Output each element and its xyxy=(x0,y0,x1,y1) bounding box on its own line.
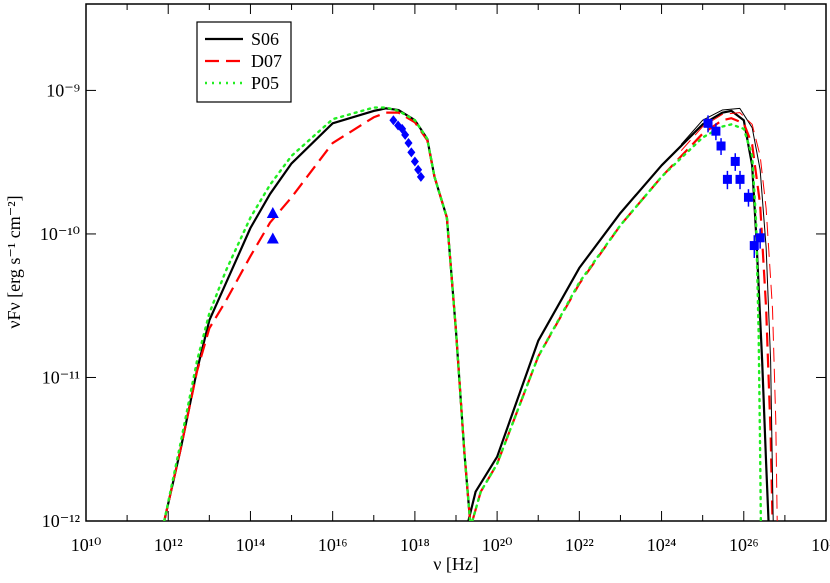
x-tick-label: 10¹² xyxy=(154,535,183,555)
x-tick-label: 10¹⁶ xyxy=(318,535,348,555)
data-point xyxy=(711,126,721,136)
data-point xyxy=(414,164,423,175)
x-tick-label: 10²² xyxy=(565,535,594,555)
y-tick-label: 10⁻¹⁰ xyxy=(40,224,80,244)
x-tick-label: 10¹⁴ xyxy=(236,535,266,555)
y-axis-label: νFν [erg s⁻¹ cm⁻²] xyxy=(4,195,24,328)
y-tick-label: 10⁻¹¹ xyxy=(42,367,80,387)
data-point xyxy=(749,241,759,251)
data-point xyxy=(722,174,732,184)
data-point xyxy=(703,118,713,128)
legend-label: D07 xyxy=(251,51,282,71)
x-tick-label: 10²⁸ xyxy=(811,535,830,555)
data-point xyxy=(407,147,416,158)
legend-label: P05 xyxy=(251,73,279,93)
data-point xyxy=(404,138,413,149)
y-tick-label: 10⁻⁹ xyxy=(46,80,80,100)
data-point xyxy=(410,156,419,167)
series-line xyxy=(680,107,774,521)
data-point xyxy=(735,174,745,184)
data-point xyxy=(743,192,753,202)
data-point xyxy=(416,171,425,182)
data-point xyxy=(389,115,398,126)
x-axis-label: ν [Hz] xyxy=(433,554,479,574)
data-point xyxy=(401,129,410,140)
y-tick-label: 10⁻¹² xyxy=(42,511,80,531)
x-tick-label: 10²⁶ xyxy=(729,535,759,555)
data-point xyxy=(266,232,279,244)
legend-label: S06 xyxy=(251,29,279,49)
data-point xyxy=(755,233,765,243)
x-tick-label: 10¹⁰ xyxy=(71,535,102,555)
data-point xyxy=(716,141,726,151)
plot-lines xyxy=(163,106,778,521)
data-point xyxy=(730,156,740,166)
x-tick-label: 10²⁴ xyxy=(647,535,677,555)
x-tick-label: 10²⁰ xyxy=(482,535,513,555)
x-tick-label: 10¹⁸ xyxy=(400,535,430,555)
data-point xyxy=(266,206,279,218)
